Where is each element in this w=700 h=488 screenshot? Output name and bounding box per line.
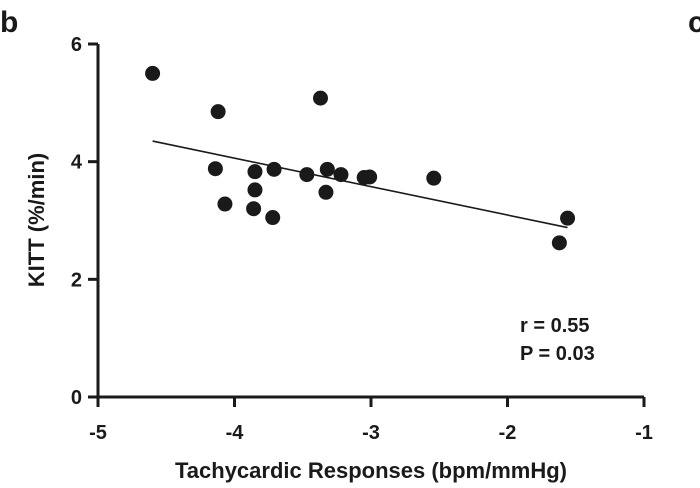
y-tick-label: 0 xyxy=(71,387,82,409)
annotation-p: P = 0.03 xyxy=(520,343,595,365)
x-tick-label: -5 xyxy=(89,422,107,444)
y-tick-label: 4 xyxy=(71,152,83,174)
y-tick-label: 2 xyxy=(71,269,82,291)
x-axis-title: Tachycardic Responses (bpm/mmHg) xyxy=(175,458,567,483)
data-point xyxy=(207,161,223,177)
data-point xyxy=(318,184,334,200)
data-point xyxy=(247,182,263,198)
fit-line-group xyxy=(152,140,568,229)
x-tick-label: -1 xyxy=(635,422,653,444)
y-tick-label: 6 xyxy=(71,34,82,56)
data-point xyxy=(266,161,282,177)
data-point xyxy=(299,167,315,183)
data-point xyxy=(333,167,349,183)
data-point xyxy=(217,196,233,212)
x-tick-label: -2 xyxy=(499,422,517,444)
data-point xyxy=(210,104,226,120)
regression-line xyxy=(152,140,568,229)
data-point xyxy=(145,65,161,81)
x-tick-label: -3 xyxy=(362,422,380,444)
data-point xyxy=(362,169,378,185)
x-tick-label: -4 xyxy=(226,422,245,444)
annotation-r: r = 0.55 xyxy=(520,315,590,337)
data-point xyxy=(551,235,567,251)
ticks: -5 -4 -3 -2 -1 0 2 4 6 xyxy=(71,34,653,444)
next-panel-label: c xyxy=(688,6,700,39)
data-point xyxy=(247,164,263,180)
data-point xyxy=(312,90,328,106)
y-axis-title: KITT (%/min) xyxy=(24,153,49,287)
panel-label: b xyxy=(0,6,18,39)
points xyxy=(145,65,576,251)
data-point xyxy=(265,210,281,226)
data-point xyxy=(246,201,262,217)
data-point xyxy=(560,210,576,226)
data-point xyxy=(319,161,335,177)
data-point xyxy=(426,170,442,186)
